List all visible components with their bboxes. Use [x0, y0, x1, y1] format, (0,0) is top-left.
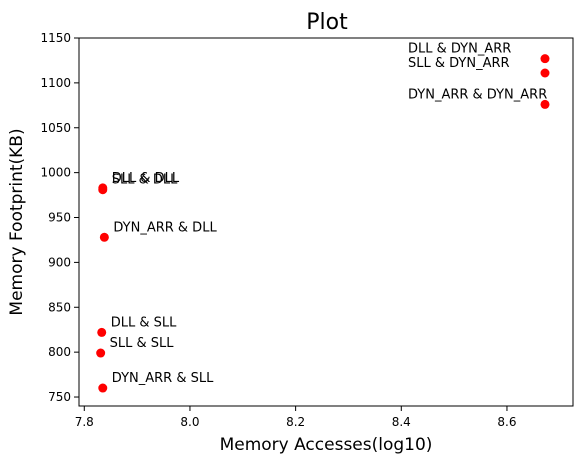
data-point [96, 348, 106, 358]
y-tick-label: 900 [48, 255, 71, 269]
y-tick-label: 1150 [40, 31, 71, 45]
data-point-label: SLL & DYN_ARR [408, 56, 510, 71]
y-tick-label: 850 [48, 300, 71, 314]
data-point-label: DLL & DYN_ARR [408, 42, 511, 57]
y-tick-label: 1100 [40, 76, 71, 90]
data-point-label: DYN_ARR & SLL [112, 371, 214, 386]
data-points [96, 54, 550, 393]
x-tick-label: 8.6 [497, 415, 516, 429]
data-point [540, 99, 550, 109]
y-tick-label: 950 [48, 211, 71, 225]
data-point [99, 232, 109, 242]
y-tick-label: 1050 [40, 121, 71, 135]
data-point [97, 327, 107, 337]
data-point [98, 383, 108, 393]
plot-frame [78, 37, 574, 407]
data-point [540, 68, 550, 78]
data-point-label: DLL & SLL [111, 315, 177, 330]
data-point-label: DLL & DLL [112, 171, 180, 186]
plot-area [78, 37, 574, 407]
y-tick-label: 750 [48, 390, 71, 404]
data-point-label: DYN_ARR & DYN_ARR [408, 87, 547, 102]
data-point [98, 185, 108, 195]
x-tick-label: 8.2 [286, 415, 305, 429]
data-point [540, 54, 550, 64]
data-point-label: SLL & DLL [112, 173, 178, 188]
x-tick-label: 7.8 [75, 415, 94, 429]
data-point-label: DYN_ARR & DLL [113, 220, 217, 235]
y-tick-label: 800 [48, 345, 71, 359]
y-axis-label: Memory Footprint(KB) [7, 128, 27, 315]
x-axis: 7.8 8.0 8.2 8.4 8.6 [75, 406, 517, 429]
x-axis-label: Memory Accesses(log10) [220, 435, 433, 455]
y-axis: 750 800 850 900 950 1000 1050 1100 1150 [40, 31, 79, 404]
data-point-label: SLL & SLL [110, 336, 175, 351]
y-tick-label: 1000 [40, 166, 71, 180]
x-tick-label: 8.4 [392, 415, 411, 429]
x-tick-label: 8.0 [180, 415, 199, 429]
chart-title: Plot [306, 10, 348, 35]
